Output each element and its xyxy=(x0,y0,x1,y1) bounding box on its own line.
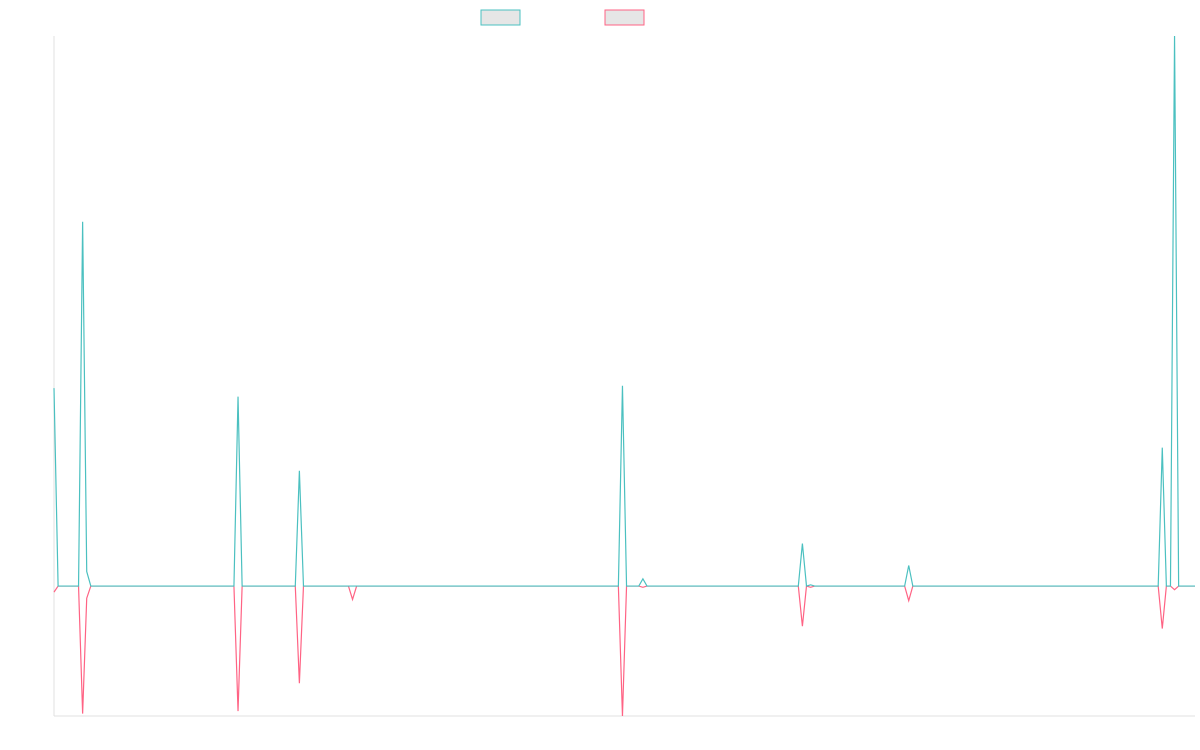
axes xyxy=(53,36,1195,717)
legend-swatch-series-a[interactable] xyxy=(480,9,521,26)
legend[interactable] xyxy=(480,9,645,26)
series-line-b xyxy=(53,585,1195,717)
legend-swatch-series-b[interactable] xyxy=(604,9,645,26)
plot-area xyxy=(53,35,1195,717)
series-line-a xyxy=(53,35,1195,587)
